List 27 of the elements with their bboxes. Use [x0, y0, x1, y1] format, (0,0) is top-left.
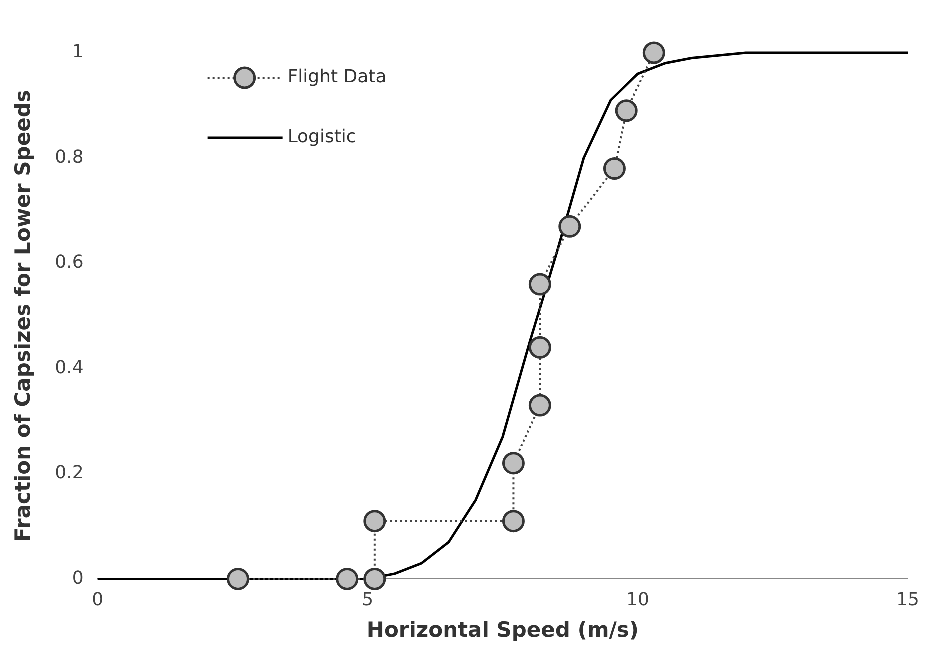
x-axis-title: Horizontal Speed (m/s) [366, 618, 639, 642]
point [615, 100, 638, 122]
point [603, 158, 626, 180]
y-tick-label: 0 [72, 568, 84, 589]
y-tick-label: 1 [72, 42, 84, 63]
point [227, 568, 250, 590]
x-tick-label: 15 [896, 590, 920, 611]
point [528, 394, 552, 417]
x-tick-label: 10 [626, 590, 650, 611]
y-tick-label: 0.8 [55, 146, 84, 168]
point [528, 273, 552, 296]
legend-label: Logistic [288, 126, 356, 148]
point [502, 510, 525, 533]
y-axis-title: Fraction of Capsizes for Lower Speeds [11, 90, 36, 542]
y-tick-label: 0.6 [55, 252, 84, 274]
y-tick-label: 0.2 [55, 462, 84, 484]
legend-label: Flight Data [288, 66, 387, 88]
x-tick-label: 5 [362, 590, 374, 611]
point [364, 510, 386, 533]
y-tick-label: 0.4 [55, 357, 84, 378]
point [528, 336, 552, 359]
x-tick-label: 0 [92, 590, 104, 611]
point [642, 42, 666, 64]
point [336, 568, 359, 590]
point [558, 215, 582, 238]
point [502, 452, 525, 475]
point [364, 568, 386, 590]
